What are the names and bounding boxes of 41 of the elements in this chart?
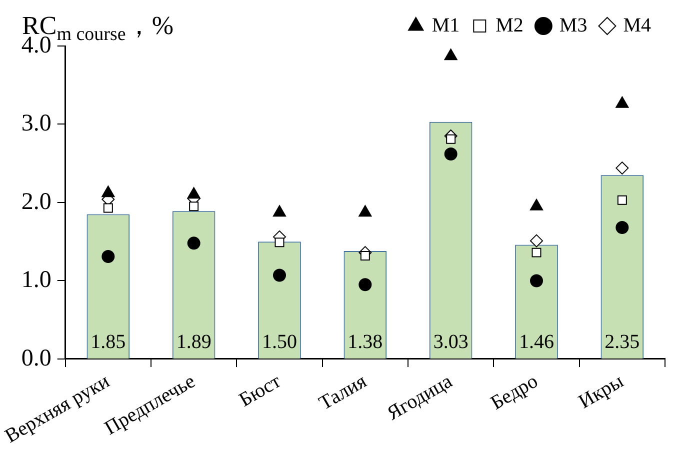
point bbox=[272, 268, 286, 282]
point bbox=[616, 96, 629, 108]
legend-label: M3 bbox=[559, 14, 588, 36]
x-tick-label: Бедро bbox=[487, 370, 542, 414]
x-tick-label: Бюст bbox=[235, 370, 285, 412]
point bbox=[444, 48, 458, 60]
data-label: 1.50 bbox=[262, 331, 297, 354]
data-label: 1.38 bbox=[348, 331, 383, 354]
data-label: 3.03 bbox=[433, 331, 468, 354]
data-label: 1.85 bbox=[90, 331, 126, 354]
legend-label: M1 bbox=[432, 14, 460, 36]
point bbox=[358, 205, 372, 217]
point bbox=[187, 236, 200, 250]
point bbox=[360, 250, 370, 260]
point bbox=[446, 134, 456, 144]
data-label: 1.46 bbox=[518, 331, 554, 354]
x-tick-label: Талия bbox=[315, 370, 370, 415]
point bbox=[616, 221, 629, 234]
point bbox=[187, 187, 200, 199]
legend-label: M4 bbox=[623, 14, 652, 36]
y-tick-label: 1.0 bbox=[21, 267, 52, 294]
data-label: 1.89 bbox=[176, 331, 212, 354]
point bbox=[274, 238, 284, 248]
point bbox=[530, 274, 543, 288]
point bbox=[617, 195, 627, 205]
y-tick-label: 2.0 bbox=[21, 188, 52, 215]
point bbox=[532, 248, 542, 258]
y-tick-label: 3.0 bbox=[21, 110, 52, 137]
legend-label: M2 bbox=[496, 14, 524, 36]
point bbox=[530, 198, 544, 210]
point bbox=[530, 234, 543, 248]
y-tick-label: 0.0 bbox=[21, 345, 52, 372]
point bbox=[358, 278, 372, 292]
point bbox=[102, 186, 115, 198]
point bbox=[272, 205, 286, 217]
point bbox=[102, 250, 115, 263]
data-label: 2.35 bbox=[604, 331, 640, 354]
point bbox=[616, 162, 629, 175]
point bbox=[189, 202, 199, 212]
point bbox=[444, 147, 458, 160]
x-tick-label: Икры bbox=[575, 370, 628, 414]
